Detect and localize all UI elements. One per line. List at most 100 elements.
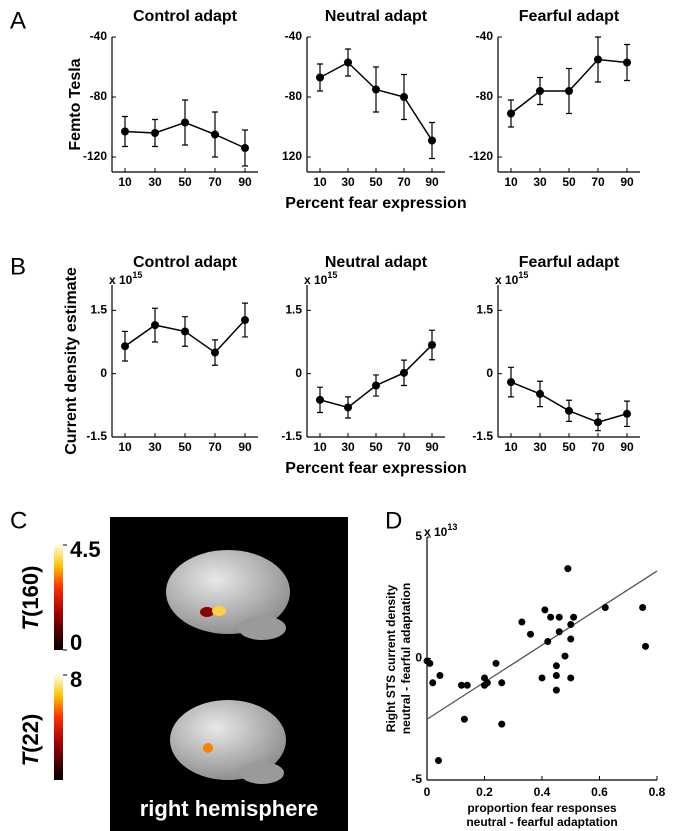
panel-label: D — [385, 507, 402, 534]
scatter-point — [436, 672, 444, 680]
data-point — [400, 368, 408, 377]
multiplier-exponent: 13 — [447, 522, 457, 532]
x-tick-label: 90 — [620, 175, 634, 189]
colorbar-df: (22) — [18, 714, 43, 753]
data-point — [344, 403, 352, 412]
data-point — [536, 389, 544, 398]
scatter-point — [639, 603, 647, 611]
x-axis-label: Percent fear expression — [285, 460, 466, 477]
colorbar-label: T(22) — [18, 714, 43, 767]
scatter-point — [498, 679, 506, 687]
panel-label: C — [10, 507, 27, 534]
x-tick-label: 0.4 — [534, 785, 551, 799]
data-point — [181, 118, 189, 127]
chart-title: Fearful adapt — [519, 8, 620, 25]
x-tick-label: 70 — [591, 175, 605, 189]
x-axis-label: proportion fear responses — [467, 801, 617, 815]
x-tick-label: 90 — [238, 440, 252, 454]
scatter-point — [547, 613, 555, 621]
scatter-point — [435, 757, 442, 765]
y-tick-label: 0 — [100, 366, 107, 380]
data-point — [428, 136, 436, 145]
data-point — [344, 58, 352, 67]
multiplier-exponent: 15 — [327, 270, 337, 280]
y-tick-label: -120 — [83, 149, 107, 163]
x-tick-label: 10 — [313, 440, 327, 454]
x-tick-label: 50 — [369, 440, 383, 454]
x-tick-label: 30 — [341, 175, 355, 189]
scatter-point — [555, 613, 563, 621]
x-tick-label: 10 — [118, 175, 132, 189]
scatter-point — [552, 662, 560, 670]
multiplier-base: x 10 — [495, 273, 519, 287]
data-point — [507, 378, 515, 387]
y-tick-label: 1.5 — [90, 303, 107, 317]
data-point — [623, 58, 631, 67]
x-tick-label: 90 — [425, 440, 439, 454]
scatter-point — [426, 659, 434, 667]
y-tick-label: 5 — [415, 529, 422, 543]
data-point — [372, 85, 380, 94]
y-axis-label: Right STS current density — [384, 585, 398, 733]
scatter-point — [460, 715, 468, 723]
data-point — [428, 340, 436, 349]
y-tick-label: -40 — [285, 29, 303, 43]
data-point — [372, 381, 380, 390]
axis-multiplier: x 1015 — [495, 270, 528, 287]
scatter-point — [518, 618, 526, 626]
panel-label: B — [10, 253, 26, 280]
y-tick-label: -80 — [476, 89, 494, 103]
scatter-point — [498, 720, 506, 728]
scatter-point — [527, 630, 534, 638]
x-tick-label: 30 — [148, 440, 162, 454]
data-point — [507, 109, 515, 118]
chart-title: Control adapt — [133, 254, 238, 271]
scatter-point — [570, 613, 578, 621]
axis-multiplier: x 1013 — [424, 522, 457, 539]
x-tick-label: 90 — [425, 175, 439, 189]
y-tick-label: -40 — [90, 29, 108, 43]
y-tick-label: -120 — [469, 149, 493, 163]
scatter-point — [544, 637, 552, 645]
y-tick-label: 0 — [415, 651, 422, 665]
y-axis-label: Current density estimate — [63, 267, 80, 455]
x-tick-label: 70 — [397, 175, 411, 189]
x-tick-label: 0.2 — [476, 785, 493, 799]
x-tick-label: 0.8 — [649, 785, 666, 799]
data-point — [400, 93, 408, 101]
colorbar-tick-label: 8 — [70, 667, 82, 692]
axis-multiplier: x 1015 — [109, 270, 142, 287]
chart-title: Neutral adapt — [325, 254, 428, 271]
data-point — [316, 395, 324, 404]
y-axis-label: neutral - fearful adaptation — [399, 583, 413, 734]
y-axis-label: Femto Tesla — [67, 58, 84, 150]
y-tick-label: -1.5 — [86, 429, 107, 443]
data-point — [211, 130, 219, 139]
x-tick-label: 10 — [118, 440, 132, 454]
y-tick-label: 0 — [295, 366, 302, 380]
data-point — [565, 87, 573, 95]
y-tick-label: 0 — [486, 366, 493, 380]
scatter-point — [463, 681, 471, 689]
x-tick-label: 30 — [148, 175, 162, 189]
x-tick-label: 70 — [208, 440, 222, 454]
scatter-point — [458, 681, 465, 689]
data-point — [565, 406, 573, 415]
y-tick-label: -80 — [90, 89, 108, 103]
scatter-point — [642, 642, 649, 650]
data-point — [151, 129, 159, 137]
scatter-point — [555, 628, 563, 636]
colorbar — [54, 545, 63, 650]
colorbar-df: (160) — [18, 566, 43, 617]
data-point — [241, 144, 249, 152]
chart-title: Control adapt — [133, 8, 238, 25]
x-tick-label: 0.6 — [591, 785, 608, 799]
data-point — [241, 316, 249, 325]
scatter-point — [492, 659, 500, 667]
x-tick-label: 10 — [504, 175, 518, 189]
x-tick-label: 50 — [178, 440, 192, 454]
scatter-point — [564, 565, 572, 573]
fit-line — [426, 570, 658, 720]
data-point — [594, 418, 602, 427]
